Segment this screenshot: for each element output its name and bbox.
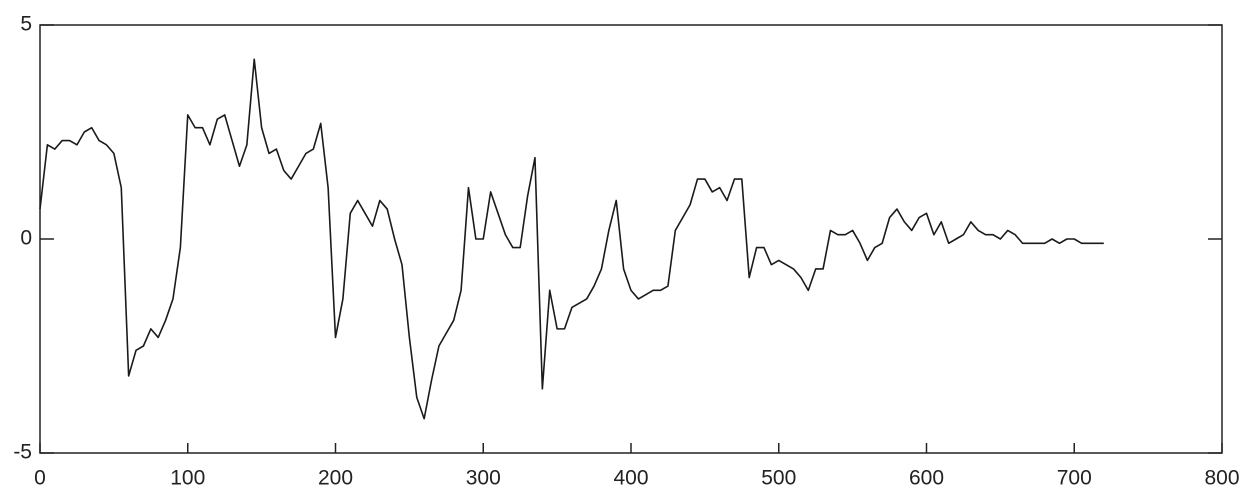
x-tick-label: 600: [909, 467, 944, 490]
y-tick-label: 5: [20, 13, 32, 36]
x-tick-label: 500: [761, 467, 796, 490]
x-tick-label: 0: [34, 467, 46, 490]
x-tick-label: 400: [613, 467, 648, 490]
x-tick-label: 200: [318, 467, 353, 490]
x-tick-label: 700: [1057, 467, 1092, 490]
y-tick-label: -5: [13, 441, 32, 464]
y-tick-label: 0: [20, 227, 32, 250]
x-tick-label: 300: [466, 467, 501, 490]
x-tick-label: 100: [170, 467, 205, 490]
data-line: [39, 58, 1104, 420]
plot-frame: [39, 24, 1223, 454]
x-tick-label: 800: [1204, 467, 1239, 490]
